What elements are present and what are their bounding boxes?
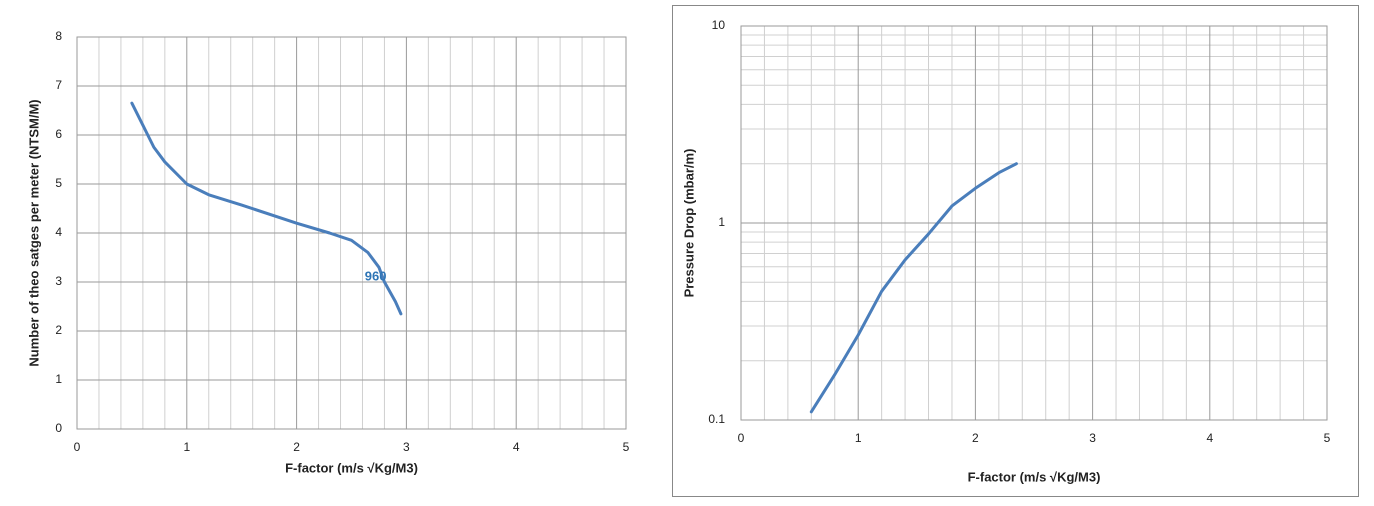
y-tick-label: 1 xyxy=(55,372,62,386)
x-tick-label: 2 xyxy=(293,440,300,454)
x-tick-label: 0 xyxy=(74,440,81,454)
y-axis-title: Pressure Drop (mbar/m) xyxy=(681,149,696,298)
data-line xyxy=(130,101,403,316)
x-axis-title: F-factor (m/s √Kg/M3) xyxy=(285,460,418,475)
x-tick-label: 1 xyxy=(855,431,862,445)
y-tick-label: 8 xyxy=(55,29,62,43)
annotation: 960 xyxy=(365,269,387,284)
y-axis-title: Number of theo satges per meter (NTSM/M) xyxy=(26,99,41,366)
plot-border xyxy=(76,36,627,430)
y-tick-label: 2 xyxy=(55,323,62,337)
y-tick-label: 0.1 xyxy=(708,412,725,426)
y-tick-label: 5 xyxy=(55,176,62,190)
panel-border xyxy=(672,5,1359,497)
y-tick-label: 10 xyxy=(712,18,726,32)
x-tick-label: 5 xyxy=(1324,431,1331,445)
plot-border xyxy=(740,25,1328,421)
x-tick-label: 3 xyxy=(1089,431,1096,445)
x-tick-label: 4 xyxy=(513,440,520,454)
x-tick-label: 3 xyxy=(403,440,410,454)
y-tick-label: 0 xyxy=(55,421,62,435)
y-tick-label: 7 xyxy=(55,78,62,92)
x-tick-label: 2 xyxy=(972,431,979,445)
x-tick-label: 1 xyxy=(183,440,190,454)
y-tick-label: 6 xyxy=(55,127,62,141)
y-tick-label: 3 xyxy=(55,274,62,288)
data-line xyxy=(809,162,1018,414)
y-tick-label: 1 xyxy=(718,215,725,229)
x-axis-title: F-factor (m/s √Kg/M3) xyxy=(968,469,1101,484)
x-tick-label: 5 xyxy=(623,440,630,454)
y-tick-label: 4 xyxy=(55,225,62,239)
x-tick-label: 4 xyxy=(1206,431,1213,445)
x-tick-label: 0 xyxy=(738,431,745,445)
